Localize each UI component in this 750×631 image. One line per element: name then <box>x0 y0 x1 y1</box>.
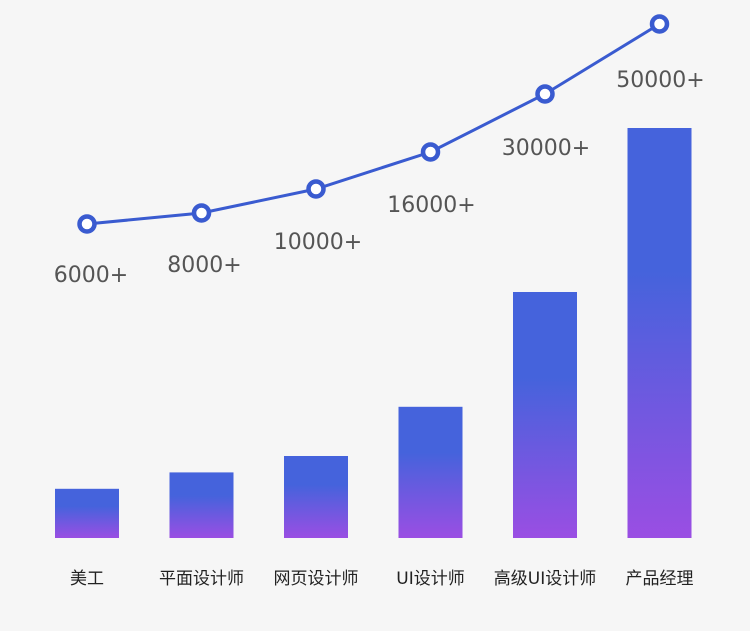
value-label-2: 8000+ <box>167 253 241 278</box>
line-marker-6 <box>649 14 670 34</box>
category-label-3: 网页设计师 <box>274 569 359 589</box>
line-marker-4 <box>420 142 441 162</box>
bar-3 <box>284 456 348 538</box>
line-marker-1 <box>77 214 97 234</box>
bar-5 <box>513 292 577 538</box>
category-label-2: 平面设计师 <box>159 569 244 589</box>
category-label-1: 美工 <box>70 569 104 589</box>
category-label-4: UI设计师 <box>396 569 464 589</box>
value-label-4: 16000+ <box>387 193 475 218</box>
bar-series <box>55 128 692 538</box>
bar-6 <box>627 128 692 538</box>
value-label-6: 50000+ <box>616 68 704 93</box>
line-marker-2 <box>191 203 212 223</box>
category-labels: 美工 平面设计师 网页设计师 UI设计师 高级UI设计师 产品经理 <box>70 569 694 589</box>
value-labels: 6000+ 8000+ 10000+ 16000+ 30000+ 50000+ <box>54 68 705 288</box>
category-label-6: 产品经理 <box>626 569 694 589</box>
category-label-5: 高级UI设计师 <box>494 569 596 589</box>
bar-1 <box>55 488 119 538</box>
trend-line <box>86 22 661 226</box>
value-label-3: 10000+ <box>274 230 362 255</box>
line-series <box>77 14 670 234</box>
line-marker-5 <box>535 84 555 104</box>
line-marker-3 <box>306 179 326 199</box>
value-label-1: 6000+ <box>54 263 128 288</box>
bar-4 <box>398 406 463 538</box>
bar-2 <box>169 472 234 538</box>
value-label-5: 30000+ <box>502 136 590 161</box>
